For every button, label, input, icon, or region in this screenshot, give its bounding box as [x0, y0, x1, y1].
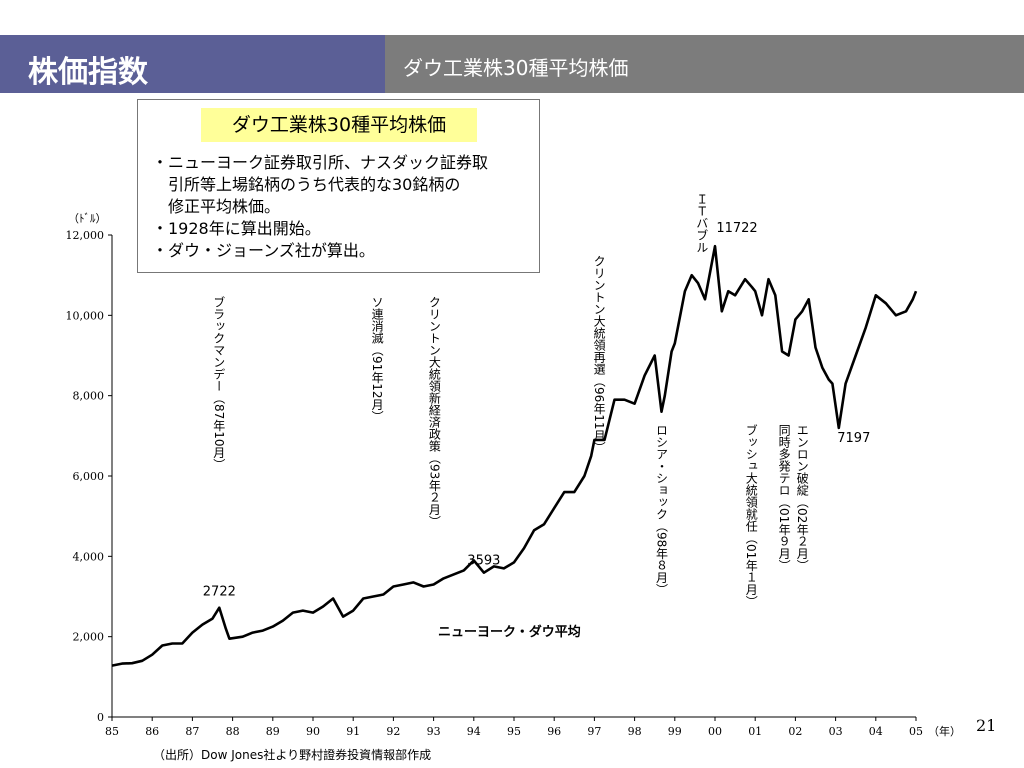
- event-annotation: ロシア・ショック（98年８月）: [655, 424, 669, 595]
- y-axis-ticks: 0 2,000 4,000 6,000 8,000 10,000 12,000: [66, 229, 112, 724]
- header-subtitle-bar: ダウ工業株30種平均株価: [385, 35, 1024, 93]
- y-tick-label: 2,000: [73, 631, 105, 644]
- page-subtitle: ダウ工業株30種平均株価: [403, 56, 629, 80]
- page-number: 21: [976, 716, 997, 735]
- data-label: 11722: [716, 221, 757, 236]
- event-annotation: ＩＴバブル: [695, 193, 709, 253]
- event-annotation: クリントン大統領新経済政策（93年２月）: [427, 296, 441, 528]
- y-tick-label: 6,000: [73, 470, 105, 483]
- description-heading: ダウ工業株30種平均株価: [201, 108, 477, 142]
- event-annotations: ブラックマンデー（87年10月） ソ連消滅（91年12月） クリントン大統領新経済政…: [212, 193, 809, 607]
- x-tick-label: 87: [185, 725, 199, 738]
- x-tick-label: 85: [105, 725, 119, 738]
- description-box: ダウ工業株30種平均株価 ・ニューヨーク証券取引所、ナスダック証券取 引所等上場…: [137, 99, 540, 273]
- description-line: 修正平均株価。: [152, 197, 281, 216]
- x-axis-unit: （年）: [928, 724, 961, 738]
- y-tick-label: 12,000: [66, 229, 105, 242]
- data-label: 3593: [467, 554, 500, 569]
- x-tick-label: 97: [587, 725, 601, 738]
- x-tick-label: 01: [748, 725, 762, 738]
- chart-data-labels: 2722 3593 11722 7197 ニューヨーク・ダウ平均: [203, 221, 871, 640]
- x-tick-label: 88: [226, 725, 240, 738]
- event-annotation: クリントン大統領再選（96年11月）: [592, 255, 606, 454]
- x-tick-label: 89: [266, 725, 280, 738]
- x-tick-label: 00: [708, 725, 722, 738]
- data-label: 7197: [837, 431, 870, 446]
- y-axis-unit: （ﾄﾞﾙ）: [68, 212, 107, 225]
- x-axis-ticks: 85 86 87 88 89 90 91 92 93 94 95 96 97 98 99 00 01 02 03 04…: [105, 717, 923, 738]
- x-tick-label: 94: [467, 725, 481, 738]
- description-line: ・1928年に算出開始。: [152, 219, 321, 238]
- y-tick-label: 10,000: [66, 309, 105, 322]
- event-annotation: 同時多発テロ（01年９月）: [777, 424, 791, 571]
- description-line: ・ニューヨーク証券取引所、ナスダック証券取: [152, 153, 489, 172]
- event-annotation: ソ連消滅（91年12月）: [370, 296, 384, 423]
- event-annotation: ブラックマンデー（87年10月）: [212, 295, 226, 471]
- x-tick-label: 86: [145, 725, 159, 738]
- x-tick-label: 93: [427, 725, 441, 738]
- header-title-bar: 株価指数: [0, 35, 385, 93]
- x-tick-label: 04: [869, 725, 883, 738]
- series-name-label: ニューヨーク・ダウ平均: [438, 624, 581, 640]
- chart-axes: （ﾄﾞﾙ） （年）: [68, 212, 961, 738]
- page-title: 株価指数: [28, 55, 148, 90]
- description-line: ・ダウ・ジョーンズ社が算出。: [152, 241, 375, 260]
- event-annotation: エンロン破綻（02年２月）: [795, 424, 809, 571]
- chart-series: [111, 244, 918, 667]
- x-tick-label: 90: [306, 725, 320, 738]
- y-tick-label: 0: [97, 711, 104, 724]
- y-tick-label: 4,000: [73, 550, 105, 563]
- x-tick-label: 91: [346, 725, 360, 738]
- x-tick-label: 98: [628, 725, 642, 738]
- x-tick-label: 95: [507, 725, 521, 738]
- dow-series-line: [111, 244, 918, 667]
- x-tick-label: 03: [829, 725, 843, 738]
- x-tick-label: 92: [386, 725, 400, 738]
- x-tick-label: 02: [788, 725, 802, 738]
- x-tick-label: 96: [547, 725, 561, 738]
- data-label: 2722: [203, 585, 236, 600]
- y-tick-label: 8,000: [73, 390, 105, 403]
- source-note: （出所）Dow Jones社より野村證券投資情報部作成: [153, 748, 432, 762]
- event-annotation: ブッシュ大統領就任（01年１月）: [744, 423, 758, 608]
- description-line: 引所等上場銘柄のうち代表的な30銘柄の: [152, 175, 461, 194]
- x-tick-label: 99: [668, 725, 682, 738]
- x-tick-label: 05: [909, 725, 923, 738]
